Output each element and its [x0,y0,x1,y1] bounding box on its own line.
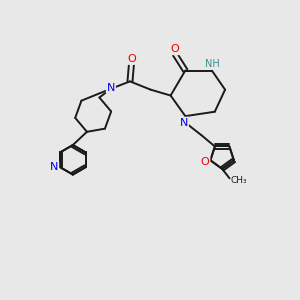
Text: O: O [171,44,179,54]
Text: N: N [50,162,58,172]
Text: O: O [127,54,136,64]
Text: NH: NH [205,59,220,69]
Text: O: O [201,157,209,167]
Text: N: N [107,83,115,93]
Text: CH₃: CH₃ [231,176,247,185]
Text: N: N [180,118,188,128]
